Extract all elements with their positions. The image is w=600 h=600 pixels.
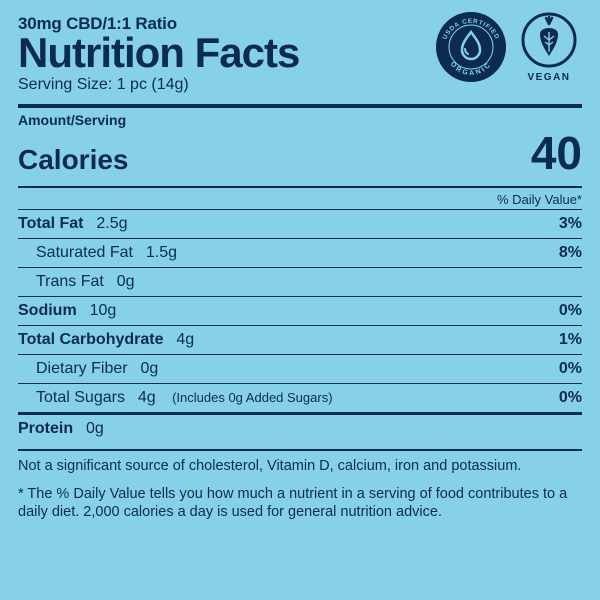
table-row: Trans Fat 0g (18, 268, 582, 297)
nutrient-label: Total Fat (18, 215, 83, 232)
nutrient-cell: Sodium 10g (18, 297, 543, 326)
divider-heavy (18, 104, 582, 108)
nutrient-cell: Total Sugars 4g (Includes 0g Added Sugar… (18, 384, 543, 414)
footnote-dv: * The % Daily Value tells you how much a… (18, 485, 582, 521)
nutrient-cell: Saturated Fat 1.5g (18, 239, 543, 268)
nutrient-label: Protein (18, 420, 73, 437)
calories-value: 40 (531, 126, 582, 180)
table-row: Protein 0g (18, 414, 582, 444)
nutrient-cell: Total Fat 2.5g (18, 210, 543, 239)
nutrient-label: Trans Fat (36, 273, 104, 290)
footnote-sources: Not a significant source of cholesterol,… (18, 457, 582, 475)
badges: USDA CERTIFIED ORGANIC VEGAN (434, 10, 582, 84)
panel-title: Nutrition Facts (18, 32, 434, 74)
nutrients-table: Total Fat 2.5g3%Saturated Fat 1.5g8%Tran… (18, 209, 582, 443)
table-row: Dietary Fiber 0g0% (18, 355, 582, 384)
nutrient-dv: 0% (543, 355, 582, 384)
nutrient-dv: 1% (543, 326, 582, 355)
nutrient-label: Saturated Fat (36, 244, 133, 261)
nutrient-cell: Protein 0g (18, 414, 543, 444)
nutrient-label: Total Sugars (36, 389, 125, 406)
nutrient-label: Total Carbohydrate (18, 331, 164, 348)
nutrient-dv: 0% (543, 297, 582, 326)
daily-value-header: % Daily Value* (18, 192, 582, 207)
nutrient-dv: 8% (543, 239, 582, 268)
vegan-badge-icon: VEGAN (516, 10, 582, 84)
header-left: 30mg CBD/1:1 Ratio Nutrition Facts Servi… (18, 14, 434, 94)
nutrient-amount: 2.5g (92, 215, 128, 232)
nutrient-amount: 0g (112, 273, 134, 290)
nutrient-cell: Dietary Fiber 0g (18, 355, 543, 384)
table-row: Total Carbohydrate 4g1% (18, 326, 582, 355)
nutrient-amount: 0g (136, 360, 158, 377)
header-row: 30mg CBD/1:1 Ratio Nutrition Facts Servi… (18, 14, 582, 94)
nutrient-dv (543, 268, 582, 297)
serving-size: Serving Size: 1 pc (14g) (18, 76, 434, 94)
nutrient-dv (543, 414, 582, 444)
table-row: Sodium 10g0% (18, 297, 582, 326)
calories-row: Calories 40 (18, 126, 582, 180)
table-row: Total Sugars 4g (Includes 0g Added Sugar… (18, 384, 582, 414)
nutrient-amount: 10g (85, 302, 116, 319)
nutrition-facts-panel: 30mg CBD/1:1 Ratio Nutrition Facts Servi… (0, 0, 600, 531)
calories-label: Calories (18, 144, 129, 176)
nutrient-label: Sodium (18, 302, 77, 319)
svg-text:VEGAN: VEGAN (527, 72, 570, 83)
nutrient-dv: 0% (543, 384, 582, 414)
nutrient-label: Dietary Fiber (36, 360, 128, 377)
nutrient-cell: Trans Fat 0g (18, 268, 543, 297)
nutrient-note: (Includes 0g Added Sugars) (172, 390, 332, 405)
nutrient-amount: 0g (82, 420, 104, 437)
table-row: Total Fat 2.5g3% (18, 210, 582, 239)
divider-medium (18, 186, 582, 188)
nutrient-cell: Total Carbohydrate 4g (18, 326, 543, 355)
table-row: Saturated Fat 1.5g8% (18, 239, 582, 268)
nutrient-amount: 4g (133, 389, 155, 406)
usda-organic-badge-icon: USDA CERTIFIED ORGANIC (434, 10, 508, 84)
divider-medium-2 (18, 449, 582, 451)
nutrient-amount: 1.5g (141, 244, 177, 261)
nutrient-amount: 4g (172, 331, 194, 348)
nutrient-dv: 3% (543, 210, 582, 239)
